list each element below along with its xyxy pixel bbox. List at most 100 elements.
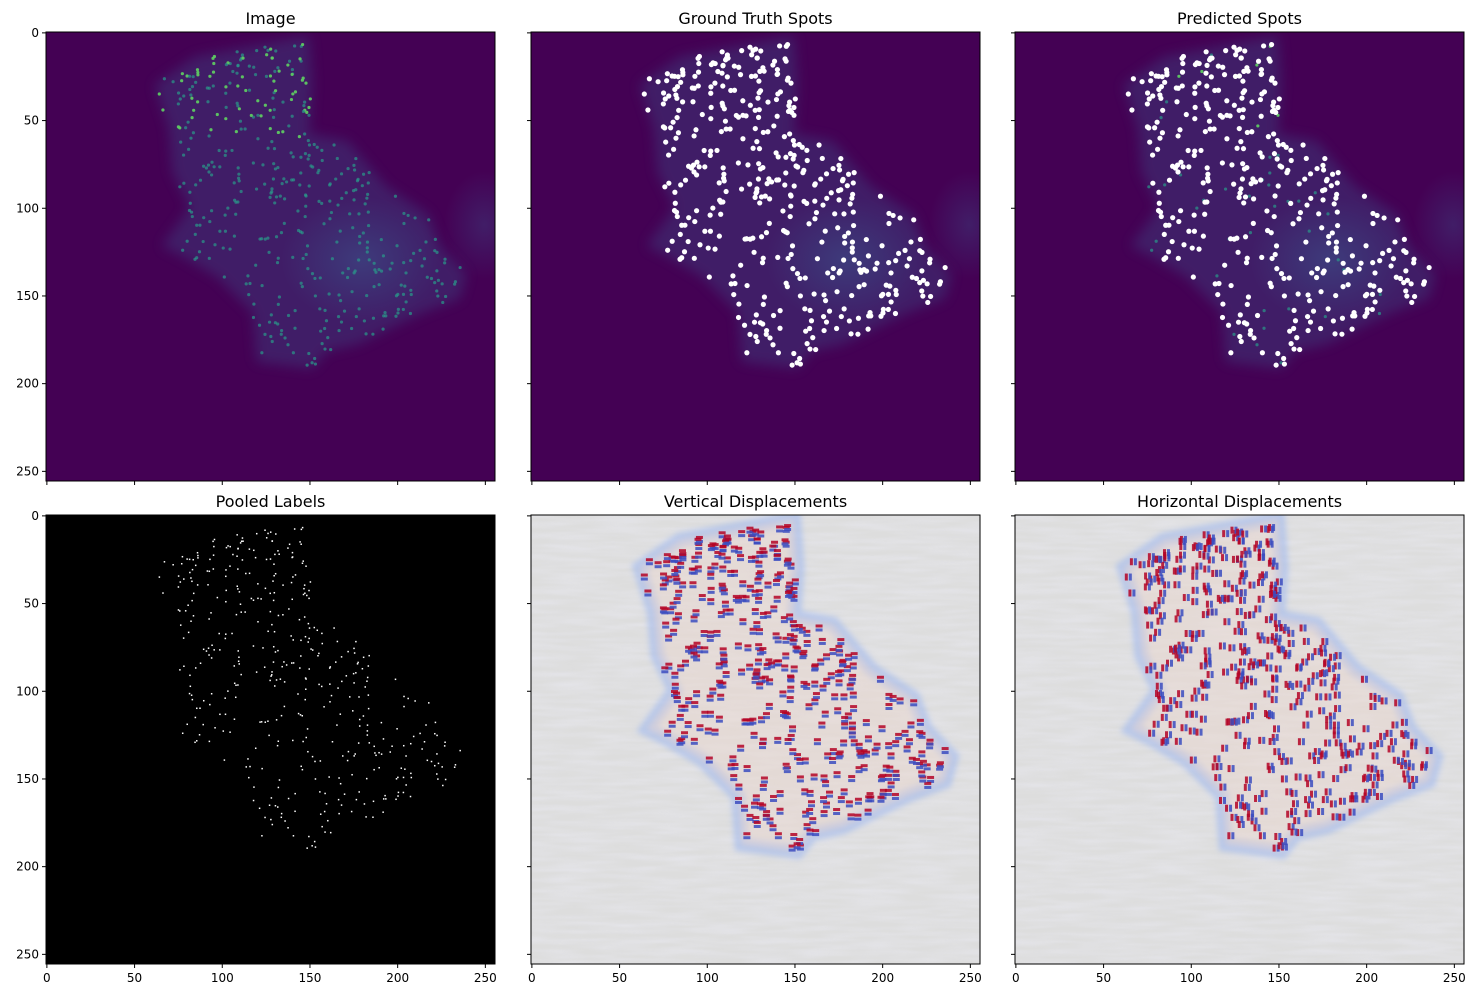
displacement-neg (727, 573, 735, 577)
spot (206, 100, 210, 104)
displacement-neg (690, 741, 698, 745)
displacement-pos (757, 676, 765, 680)
label-pixel (272, 599, 275, 602)
displacement-pos (1168, 721, 1172, 729)
displacement-pos (1163, 552, 1167, 560)
displacement-neg (863, 754, 871, 758)
spot (274, 49, 278, 53)
spot-marker (1144, 124, 1151, 130)
displacement-neg (692, 613, 700, 617)
spot-marker (697, 242, 703, 248)
spot-marker (665, 247, 671, 253)
displacement-neg (1271, 712, 1275, 720)
label-pixel (303, 587, 305, 590)
spot-marker (1234, 145, 1240, 151)
displacement-pos (819, 684, 827, 688)
displacement-neg (754, 662, 762, 666)
displacement-pos (1185, 646, 1189, 654)
displacement-pos (1214, 774, 1218, 782)
displacement-neg (677, 565, 685, 569)
spot-marker (1242, 48, 1248, 54)
spot (377, 283, 381, 287)
spot-marker (1181, 242, 1187, 248)
displacement-pos (1206, 671, 1210, 679)
displacement-neg (1281, 753, 1285, 761)
displacement-pos (1319, 679, 1323, 687)
spot-marker (702, 228, 708, 234)
displacement-neg (758, 720, 766, 724)
spot-marker (660, 101, 666, 107)
displacement-pos (719, 565, 727, 569)
spot-marker (886, 260, 892, 266)
displacement-neg (1167, 581, 1171, 589)
displacement-pos (759, 647, 767, 651)
label-pixel (233, 682, 236, 685)
displacement-neg (784, 594, 792, 598)
spot (305, 244, 310, 248)
spot-marker (1291, 346, 1297, 352)
displacement-pos (1240, 682, 1244, 690)
displacement-neg (895, 736, 903, 740)
displacement-pos (1174, 615, 1178, 623)
displacement-neg (887, 785, 895, 789)
displacement-neg (848, 725, 856, 729)
displacement-pos (1143, 583, 1147, 591)
spot-marker (835, 225, 841, 231)
label-pixel (355, 672, 357, 674)
spot (244, 88, 248, 93)
displacement-pos (1239, 560, 1243, 568)
neighbor-cell-glow (444, 171, 495, 279)
displacement-pos (812, 692, 820, 696)
neighbor-cell-glow (929, 171, 980, 279)
spot (291, 351, 295, 355)
spot-marker (1364, 291, 1370, 297)
displacement-neg (1306, 637, 1310, 645)
spot (355, 179, 360, 183)
displacement-neg (856, 753, 864, 757)
displacement-neg (864, 812, 872, 816)
displacement-neg (760, 554, 768, 558)
displacement-neg (743, 836, 751, 840)
displacement-neg (1323, 670, 1327, 678)
label-pixel (338, 777, 340, 779)
displacement-neg (1149, 578, 1153, 586)
displacement-pos (1304, 774, 1308, 782)
spot-marker (1271, 99, 1277, 105)
displacement-neg (849, 677, 857, 681)
label-pixel (403, 695, 405, 698)
displacement-pos (1145, 578, 1149, 586)
displacement-neg (1227, 618, 1231, 626)
label-pixel (355, 798, 358, 801)
label-pixel (292, 576, 294, 578)
spot-marker (1159, 130, 1166, 136)
displacement-pos (864, 735, 872, 739)
displacement-neg (719, 685, 727, 689)
displacement-neg (801, 792, 809, 796)
displacement-neg (1161, 691, 1165, 699)
label-pixel (194, 716, 197, 719)
displacement-neg (1142, 561, 1146, 569)
spot-marker (1158, 95, 1164, 101)
spot-marker (1371, 283, 1377, 289)
displacement-pos (1366, 764, 1370, 772)
label-pixel (437, 778, 439, 780)
spot-marker (1258, 66, 1265, 73)
displacement-neg (701, 714, 709, 718)
displacement-pos (753, 668, 761, 672)
label-pixel (395, 778, 398, 780)
spot-marker (641, 91, 647, 97)
displacement-neg (1199, 543, 1203, 551)
displacement-neg (766, 821, 774, 825)
displacement-neg (1195, 544, 1199, 552)
spot (176, 102, 180, 106)
displacement-neg (1159, 555, 1163, 563)
displacement-pos (905, 738, 913, 742)
spot (320, 158, 324, 163)
displacement-neg (835, 683, 843, 687)
spot-marker (1221, 72, 1228, 78)
spot (377, 268, 381, 272)
displacement-neg (845, 804, 853, 808)
displacement-neg (1338, 705, 1342, 713)
displacement-pos (692, 609, 700, 613)
x-tick-label: 200 (1355, 971, 1378, 985)
